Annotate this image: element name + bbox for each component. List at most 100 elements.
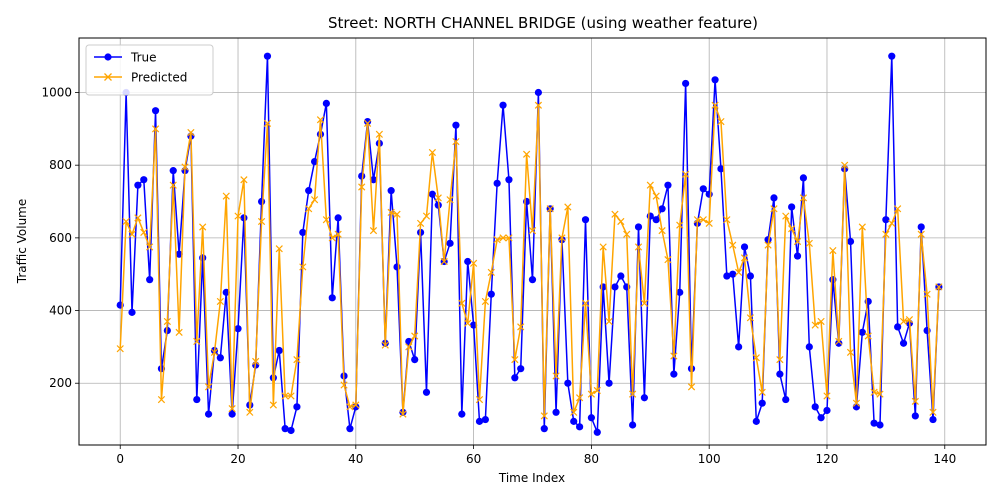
data-point-predicted — [252, 357, 260, 366]
data-point-true — [723, 272, 731, 280]
data-point-predicted — [823, 392, 831, 400]
data-point-predicted — [905, 316, 914, 324]
y-tick-label: 600 — [49, 231, 72, 245]
data-point-true — [611, 283, 619, 291]
data-point-true — [216, 354, 224, 362]
data-point-true — [234, 325, 242, 333]
data-point-predicted — [829, 246, 837, 255]
data-point-predicted — [811, 321, 819, 329]
data-point-predicted — [511, 355, 519, 364]
data-point-true — [788, 203, 796, 211]
data-point-true — [428, 190, 436, 198]
data-point-predicted — [558, 234, 566, 242]
y-tick-label: 1000 — [41, 86, 72, 100]
data-point-predicted — [240, 176, 248, 184]
data-point-true — [593, 428, 601, 436]
y-tick-label: 400 — [49, 304, 72, 318]
data-point-true — [911, 412, 919, 420]
data-point-true — [193, 395, 201, 404]
data-point-predicted — [469, 259, 478, 267]
data-point-true — [446, 239, 454, 247]
data-point-true — [493, 179, 501, 187]
data-point-predicted — [151, 125, 160, 133]
data-point-predicted — [858, 223, 866, 231]
data-point-true — [770, 194, 778, 202]
data-point-predicted — [658, 226, 666, 235]
data-point-true — [363, 117, 372, 126]
data-point-true — [894, 323, 902, 331]
data-point-predicted — [634, 243, 643, 251]
data-point-predicted — [122, 217, 130, 226]
data-point-predicted — [846, 348, 855, 356]
data-point-predicted — [505, 234, 513, 242]
data-point-predicted — [593, 386, 601, 395]
data-point-predicted — [522, 150, 531, 158]
x-tick-label: 0 — [116, 452, 124, 466]
data-point-predicted — [481, 297, 490, 306]
series-markers-predicted — [116, 101, 943, 420]
data-point-true — [358, 172, 366, 180]
data-point-true — [782, 395, 790, 404]
data-point-predicted — [216, 297, 224, 306]
data-point-predicted — [328, 234, 336, 242]
data-point-predicted — [570, 408, 578, 416]
data-point-predicted — [711, 101, 719, 109]
data-point-predicted — [499, 234, 507, 242]
data-point-true — [475, 417, 484, 425]
data-point-predicted — [363, 119, 372, 128]
legend-marker-true — [104, 53, 112, 61]
data-point-true — [263, 52, 272, 60]
data-point-predicted — [552, 372, 560, 380]
data-point-predicted — [687, 383, 696, 391]
series-line-predicted — [119, 104, 940, 417]
y-axis-label: Traffic Volume — [15, 199, 29, 285]
data-point-predicted — [193, 337, 201, 346]
data-point-predicted — [246, 408, 254, 416]
data-point-true — [699, 185, 707, 193]
data-point-predicted — [740, 254, 749, 262]
data-point-predicted — [776, 355, 784, 364]
data-point-true — [858, 328, 866, 336]
data-point-true — [676, 288, 684, 296]
data-point-predicted — [434, 194, 442, 202]
data-point-true — [175, 250, 183, 258]
data-point-true — [134, 181, 142, 189]
data-point-predicted — [911, 397, 919, 406]
data-point-true — [823, 406, 831, 415]
data-point-true — [458, 410, 466, 418]
data-point-predicted — [935, 283, 943, 291]
data-point-true — [464, 257, 472, 266]
data-point-predicted — [140, 228, 148, 237]
data-point-true — [799, 174, 808, 182]
data-point-predicted — [799, 194, 808, 202]
data-point-predicted — [287, 392, 295, 400]
data-point-predicted — [293, 355, 301, 364]
data-point-true — [729, 270, 737, 278]
data-point-predicted — [381, 341, 389, 349]
data-point-predicted — [540, 412, 548, 420]
data-point-predicted — [458, 299, 466, 307]
data-point-predicted — [452, 137, 460, 146]
data-point-predicted — [352, 401, 360, 409]
data-point-predicted — [735, 268, 743, 277]
data-point-true — [899, 339, 908, 347]
data-point-predicted — [917, 230, 925, 238]
data-point-predicted — [405, 343, 413, 351]
data-point-predicted — [882, 230, 890, 238]
data-point-true — [811, 403, 819, 411]
legend-label-predicted: Predicted — [131, 71, 187, 85]
data-point-true — [752, 417, 760, 425]
data-point-predicted — [864, 332, 872, 340]
data-point-predicted — [316, 116, 325, 124]
data-point-true — [570, 417, 578, 425]
data-point-predicted — [358, 183, 366, 191]
data-point-true — [852, 403, 861, 411]
data-point-true — [564, 379, 572, 387]
data-point-true — [275, 346, 283, 355]
data-point-predicted — [793, 237, 802, 246]
data-point-predicted — [299, 263, 307, 271]
x-axis-label: Time Index — [498, 471, 565, 485]
data-point-predicted — [222, 192, 230, 200]
legend-label-true: True — [130, 51, 157, 65]
data-point-true — [652, 216, 660, 224]
